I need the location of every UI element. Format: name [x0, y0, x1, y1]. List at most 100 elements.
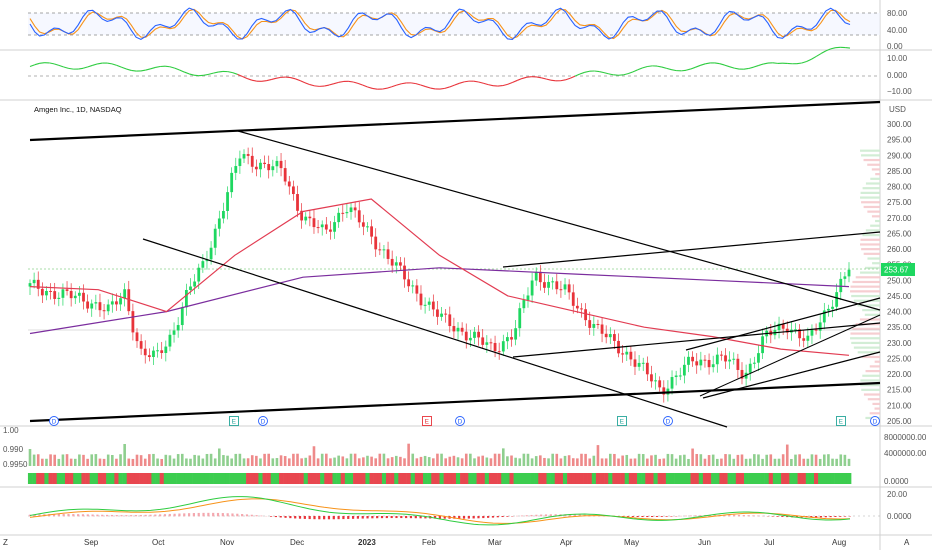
macd-bar — [57, 513, 60, 517]
momentum-segment — [685, 68, 691, 71]
macd-bar — [279, 516, 282, 518]
candle-body — [514, 328, 518, 340]
momentum-segment — [719, 63, 725, 66]
momentum-segment — [367, 86, 373, 89]
macd-bar — [139, 514, 142, 517]
macd-bar — [636, 516, 639, 518]
volume-bar — [757, 454, 760, 466]
volume-bar — [843, 454, 847, 466]
last-price-badge: 253.67 — [881, 263, 915, 276]
volume-bar — [325, 453, 328, 466]
momentum-segment — [261, 80, 267, 82]
volume-bar — [584, 453, 587, 466]
volume-strip-cell — [106, 473, 111, 484]
candle-body — [45, 290, 48, 296]
volume-strip-cell — [669, 473, 675, 484]
volume-bar — [390, 457, 394, 466]
event-marker-e[interactable]: E — [836, 416, 846, 426]
volume-profile-bar — [875, 219, 880, 223]
macd-bar — [786, 516, 789, 518]
volume-bar — [650, 455, 653, 466]
volume-bar — [835, 458, 838, 466]
macd-bar — [737, 514, 741, 517]
momentum-segment — [246, 77, 253, 81]
candle-body — [242, 154, 246, 159]
month-label: Sep — [84, 538, 99, 547]
volume-bar — [345, 458, 349, 466]
volume-strip-cell — [785, 473, 790, 484]
momentum-segment — [324, 84, 330, 87]
candle-body — [283, 168, 287, 182]
month-label: Jun — [698, 538, 711, 547]
event-marker-d[interactable]: D — [49, 416, 59, 426]
momentum-segment — [565, 77, 571, 81]
macd-bar — [554, 514, 557, 517]
event-marker-e[interactable]: E — [229, 416, 239, 426]
volume-strip-cell — [69, 473, 74, 484]
volume-profile-bar — [871, 168, 880, 171]
momentum-segment — [145, 68, 151, 71]
candle-body — [785, 328, 789, 333]
momentum-segment — [121, 66, 127, 70]
stoch-tick-80: 80.00 — [887, 9, 908, 18]
momentum-segment — [729, 66, 735, 69]
candle-body — [98, 302, 102, 311]
trendline[interactable] — [502, 231, 881, 268]
volume-bar — [633, 458, 637, 466]
macd-bar — [356, 516, 359, 519]
event-marker-d[interactable]: D — [663, 416, 673, 426]
volume-strip-cell — [283, 473, 288, 484]
volume-bar — [45, 458, 48, 466]
candle-body — [456, 327, 460, 332]
volume-bar — [629, 458, 633, 466]
trendline[interactable] — [29, 100, 881, 142]
volume-strip-cell — [196, 473, 202, 484]
volume-bar — [349, 453, 353, 466]
volume-strip-cell — [398, 473, 403, 484]
momentum-segment — [266, 79, 272, 82]
volume-strip-cell — [612, 473, 617, 484]
candle-body — [28, 283, 32, 287]
candle-body — [374, 236, 378, 250]
momentum-segment — [579, 71, 585, 75]
trendline[interactable] — [699, 314, 881, 397]
volume-bar — [469, 453, 472, 466]
volume-profile-bar — [862, 187, 880, 190]
candle-body — [320, 224, 324, 228]
volume-strip-cell — [826, 473, 831, 484]
volume-bar — [617, 458, 620, 466]
volume-strip-cell — [521, 473, 527, 484]
candle-body — [501, 341, 505, 352]
trendline[interactable] — [685, 297, 881, 351]
macd-bar — [120, 515, 123, 517]
candle-body — [353, 207, 357, 211]
macd-bar — [496, 516, 499, 518]
candle-body — [810, 329, 814, 336]
trendline[interactable] — [702, 351, 881, 399]
trendline[interactable] — [237, 130, 881, 311]
svg-text:D: D — [666, 419, 671, 426]
volume-strip-cell — [27, 473, 33, 484]
currency-label: USD — [889, 105, 906, 114]
volume-profile-bar — [861, 248, 880, 251]
volume-strip-cell — [542, 473, 547, 484]
macd-bar — [699, 515, 702, 517]
candle-body — [543, 282, 546, 288]
macd-bar — [376, 516, 379, 519]
event-marker-d[interactable]: D — [455, 416, 465, 426]
macd-bar — [549, 514, 552, 517]
candle-body — [777, 323, 781, 331]
event-marker-e[interactable]: E — [422, 416, 432, 426]
trendline[interactable] — [142, 238, 728, 428]
momentum-segment — [478, 81, 484, 84]
volume-strip-cell — [176, 473, 181, 484]
trendline[interactable] — [512, 322, 881, 358]
candle-body — [69, 290, 73, 299]
macd-bar — [665, 516, 668, 517]
volume-bar — [839, 454, 843, 466]
event-marker-d[interactable]: D — [258, 416, 268, 426]
volume-bar — [205, 453, 209, 466]
event-marker-e[interactable]: E — [617, 416, 627, 426]
volume-bar — [69, 458, 73, 466]
event-marker-d[interactable]: D — [870, 416, 880, 426]
